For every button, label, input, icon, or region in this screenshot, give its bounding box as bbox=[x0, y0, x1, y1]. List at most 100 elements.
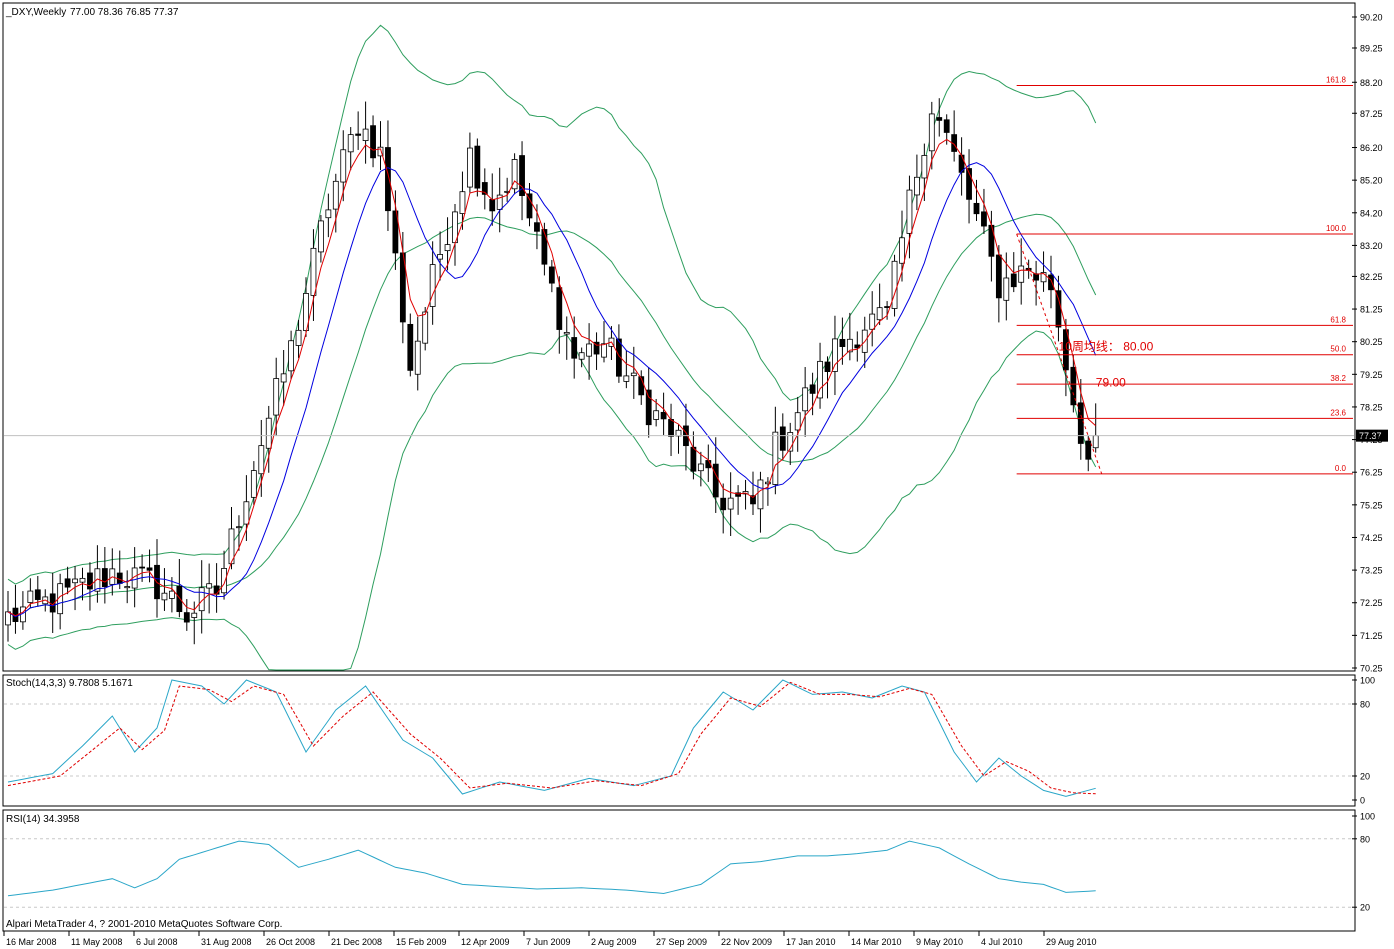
candle-body bbox=[317, 220, 324, 253]
candle-body bbox=[653, 410, 660, 420]
candle-body bbox=[280, 373, 287, 383]
candle-body bbox=[884, 306, 890, 308]
candle-body bbox=[370, 125, 376, 159]
candle-body bbox=[258, 445, 265, 475]
chart-annotations: 10周均线： 80.00 79.00 bbox=[1059, 340, 1154, 390]
price-tick-label: 81.25 bbox=[1360, 305, 1383, 315]
candle-body bbox=[1048, 274, 1054, 291]
fib-level-label: 100.0 bbox=[1326, 224, 1347, 233]
candle-body bbox=[1018, 265, 1025, 283]
candle-body bbox=[817, 360, 823, 399]
candle-body bbox=[87, 572, 93, 590]
price-tick-label: 90.20 bbox=[1360, 13, 1383, 23]
price-tick-label: 88.20 bbox=[1360, 78, 1383, 88]
time-tick-label: 15 Feb 2009 bbox=[396, 937, 447, 947]
price-tick-label: 74.25 bbox=[1360, 533, 1383, 543]
candle-body bbox=[660, 411, 667, 420]
candle-body bbox=[273, 378, 280, 416]
candle-body bbox=[519, 155, 525, 196]
time-tick-label: 12 Apr 2009 bbox=[461, 937, 510, 947]
price-tick-label: 79.25 bbox=[1360, 370, 1383, 380]
candle-body bbox=[824, 361, 831, 373]
osc-tick-label: 80 bbox=[1360, 834, 1370, 844]
candle-body bbox=[236, 526, 242, 529]
candle-body bbox=[79, 577, 86, 583]
candle-body bbox=[526, 193, 533, 219]
candle-body bbox=[34, 589, 41, 600]
copyright-text: Alpari MetaTrader 4, ? 2001-2010 MetaQuo… bbox=[6, 919, 282, 930]
candle-body bbox=[116, 572, 123, 584]
candle-body bbox=[496, 194, 503, 210]
price-tick-label: 86.20 bbox=[1360, 143, 1383, 153]
symbol-label: _DXY,Weekly bbox=[5, 7, 66, 18]
rsi-series-line bbox=[7, 840, 1096, 897]
annotation-text: 79.00 bbox=[1096, 375, 1126, 389]
candle-body bbox=[720, 497, 727, 511]
rsi-panel[interactable]: RSI(14) 34.3958 100 80 20 Alpari MetaTrade… bbox=[2, 809, 1375, 932]
moving-averages bbox=[7, 138, 1097, 618]
candle-body bbox=[27, 590, 34, 603]
candle-body bbox=[616, 338, 622, 377]
ma-fast-line bbox=[7, 138, 1097, 617]
time-tick-label: 31 Aug 2008 bbox=[201, 937, 252, 947]
fib-level-label: 61.8 bbox=[1330, 315, 1346, 324]
candle-body bbox=[459, 191, 466, 214]
main-panel[interactable]: _DXY,Weekly 77.00 78.36 76.85 77.37 161.… bbox=[2, 2, 1388, 674]
candle-body bbox=[183, 612, 190, 623]
candle-body bbox=[765, 481, 771, 485]
candle-body bbox=[943, 119, 950, 133]
candle-body bbox=[869, 313, 876, 330]
candle-body bbox=[921, 155, 928, 179]
time-tick-label: 26 Oct 2008 bbox=[266, 937, 315, 947]
candle-body bbox=[176, 585, 183, 613]
time-tick-label: 21 Dec 2008 bbox=[331, 937, 382, 947]
candle-body bbox=[124, 586, 131, 589]
candle-body bbox=[563, 332, 570, 335]
candle-body bbox=[712, 463, 719, 498]
candle-body bbox=[623, 375, 630, 382]
current-price-line: 77.37 bbox=[4, 429, 1388, 442]
candle-body bbox=[995, 254, 1002, 299]
fib-level-label: 50.0 bbox=[1330, 345, 1346, 354]
candle-body bbox=[437, 254, 444, 260]
stochastic-lines bbox=[4, 679, 1354, 797]
candle-body bbox=[914, 176, 920, 196]
candle-body bbox=[534, 222, 540, 232]
candle-body bbox=[377, 146, 384, 157]
rsi-line bbox=[4, 838, 1354, 908]
time-tick-label: 17 Jan 2010 bbox=[786, 937, 836, 947]
candle-body bbox=[332, 180, 339, 210]
price-tick-label: 80.25 bbox=[1360, 337, 1383, 347]
candle-body bbox=[466, 147, 473, 188]
candle-body bbox=[347, 134, 354, 153]
candle-body bbox=[474, 145, 481, 189]
candle-body bbox=[593, 341, 600, 355]
candle-body bbox=[645, 389, 652, 426]
candle-body bbox=[1063, 329, 1069, 371]
candle-body bbox=[928, 113, 935, 152]
time-tick-label: 2 Aug 2009 bbox=[591, 937, 637, 947]
time-tick-label: 9 May 2010 bbox=[916, 937, 963, 947]
candle-body bbox=[206, 583, 213, 589]
stochastic-panel[interactable]: Stoch(14,3,3) 9.7808 5.1671 100 80 20 0 bbox=[2, 674, 1375, 807]
time-tick-label: 29 Aug 2010 bbox=[1046, 937, 1097, 947]
fib-level-label: 0.0 bbox=[1335, 464, 1347, 473]
fibonacci-retracement: 161.8 100.0 61.8 50.0 38.2 23.6 0.0 bbox=[1016, 76, 1353, 475]
candle-body bbox=[630, 372, 637, 377]
candle-body bbox=[1055, 290, 1062, 328]
candle-body bbox=[1033, 273, 1039, 281]
annotation-text: 10周均线： 80.00 bbox=[1059, 340, 1154, 354]
candle-body bbox=[571, 337, 578, 359]
osc-tick-label: 100 bbox=[1360, 676, 1375, 686]
candle-body bbox=[191, 612, 198, 618]
osc-tick-label: 20 bbox=[1360, 903, 1370, 913]
candle-body bbox=[228, 528, 235, 565]
rsi-panel-frame bbox=[2, 809, 1356, 932]
price-tick-label: 83.20 bbox=[1360, 241, 1383, 251]
candle-body bbox=[481, 182, 488, 195]
candle-body bbox=[906, 189, 913, 234]
time-tick-label: 11 May 2008 bbox=[71, 937, 122, 947]
osc-tick-label: 20 bbox=[1360, 772, 1370, 782]
candle-body bbox=[355, 133, 362, 136]
